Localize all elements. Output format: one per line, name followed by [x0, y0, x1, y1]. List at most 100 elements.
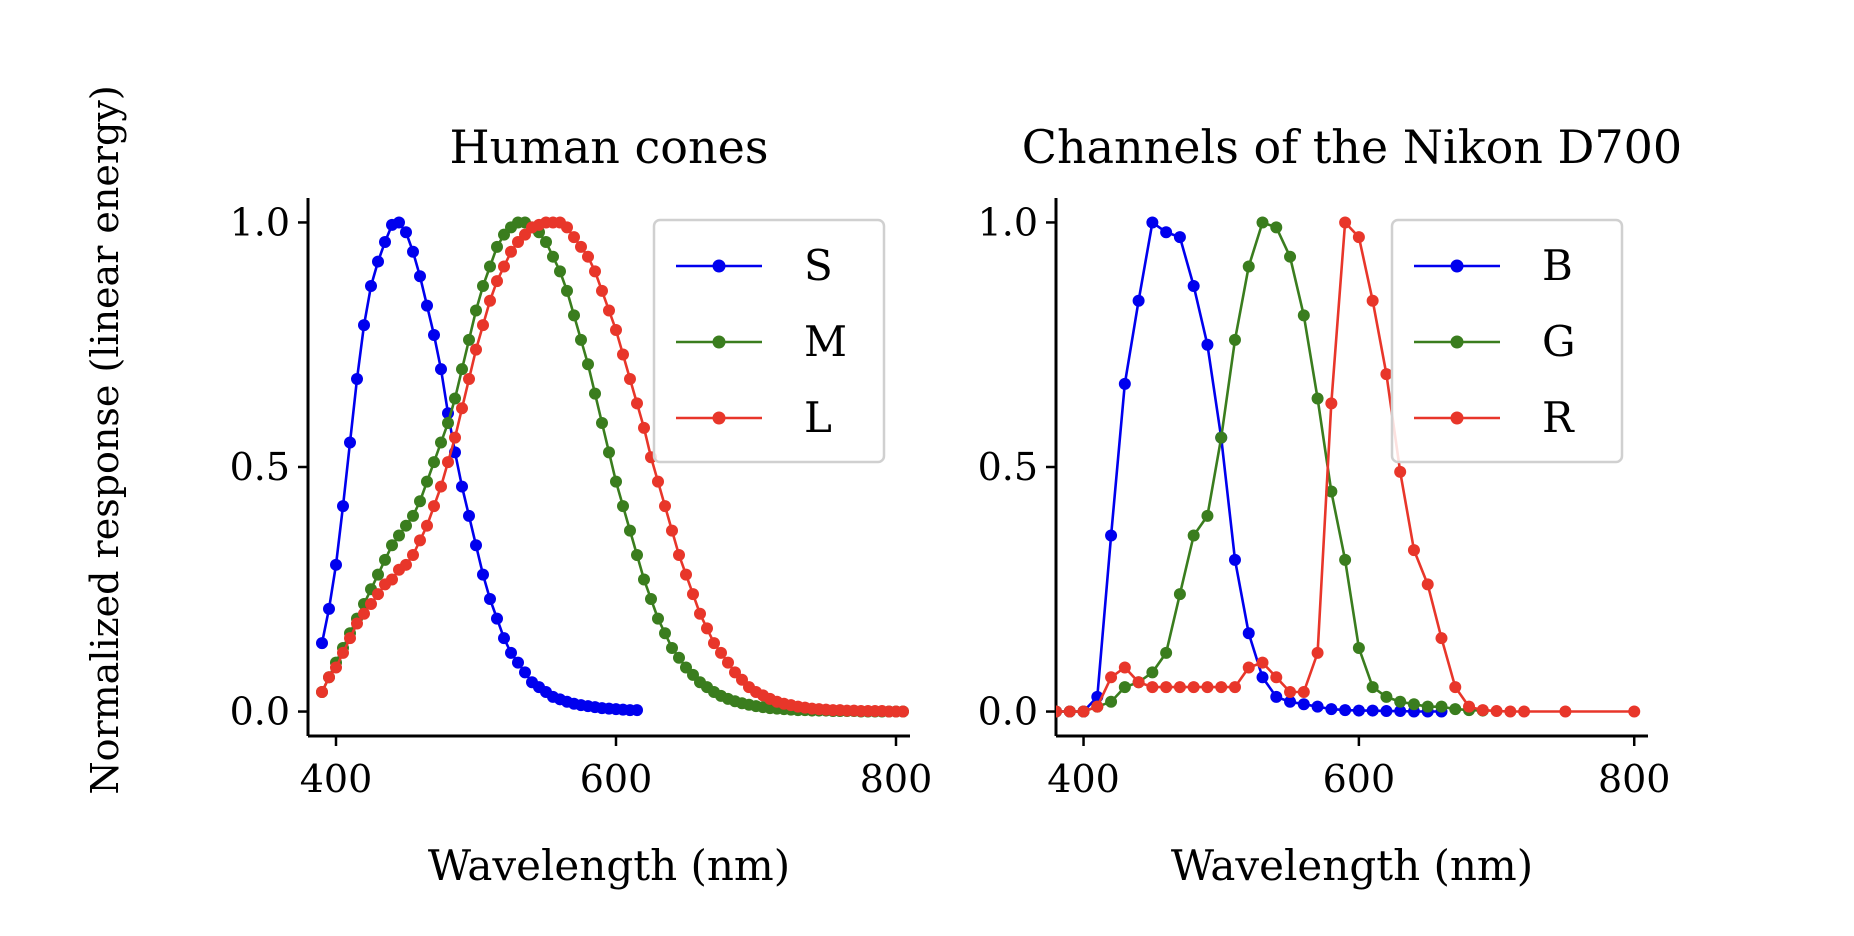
- legend: SML: [652, 218, 886, 464]
- data-point: [1228, 553, 1241, 566]
- data-point: [1242, 627, 1255, 640]
- data-point: [463, 372, 475, 385]
- data-point: [449, 431, 461, 444]
- data-point: [365, 597, 377, 610]
- x-tick-label: 400: [1047, 757, 1120, 801]
- data-point: [1105, 529, 1118, 542]
- chart-title: Human cones: [450, 120, 769, 174]
- x-tick-label: 800: [860, 757, 933, 801]
- data-point: [505, 646, 517, 659]
- data-point: [442, 416, 454, 429]
- data-point: [386, 573, 398, 586]
- data-point: [414, 495, 426, 508]
- data-point: [421, 299, 433, 312]
- data-point: [1311, 700, 1324, 713]
- data-point: [477, 319, 489, 332]
- data-point: [400, 226, 412, 239]
- data-point: [449, 392, 461, 405]
- data-point: [631, 397, 643, 410]
- data-point: [1256, 671, 1269, 684]
- data-point: [1297, 698, 1310, 711]
- series-b: [1056, 216, 1448, 718]
- data-point: [1118, 681, 1131, 694]
- legend-label: M: [804, 317, 847, 366]
- data-point: [610, 475, 622, 488]
- series-g: [1056, 216, 1489, 718]
- data-point: [498, 260, 510, 273]
- data-point: [407, 549, 419, 562]
- data-point: [1132, 676, 1145, 689]
- data-point: [1242, 260, 1255, 273]
- data-point: [1628, 705, 1641, 718]
- data-point: [1352, 704, 1365, 717]
- plot-area: [316, 216, 909, 718]
- data-point: [596, 416, 608, 429]
- data-point: [316, 685, 328, 698]
- data-point: [1118, 661, 1131, 674]
- data-point: [575, 240, 587, 253]
- data-point: [421, 475, 433, 488]
- data-point: [1118, 377, 1131, 390]
- data-point: [1297, 309, 1310, 322]
- data-point: [1421, 700, 1434, 713]
- data-point: [1173, 681, 1186, 694]
- data-point: [484, 294, 496, 307]
- data-point: [1366, 681, 1379, 694]
- data-point: [1215, 681, 1228, 694]
- data-point: [1284, 695, 1297, 708]
- data-point: [358, 319, 370, 332]
- data-point: [316, 637, 328, 650]
- data-point: [673, 549, 685, 562]
- data-point: [1490, 705, 1503, 718]
- data-point: [1559, 705, 1572, 718]
- data-point: [435, 480, 447, 493]
- x-tick-label: 600: [1323, 757, 1396, 801]
- data-point: [582, 250, 594, 263]
- data-point: [638, 421, 650, 434]
- chart-nikon-d700-channels: Channels of the Nikon D700 400 600 800 0.0 0.…: [978, 120, 1683, 890]
- data-point: [1201, 681, 1214, 694]
- data-point: [1228, 681, 1241, 694]
- data-point: [1187, 529, 1200, 542]
- data-point: [1463, 700, 1476, 713]
- data-point: [1407, 544, 1420, 557]
- data-point: [505, 245, 517, 258]
- data-point: [456, 480, 468, 493]
- data-point: [1256, 656, 1269, 669]
- legend-label: S: [804, 241, 833, 290]
- data-point: [1270, 690, 1283, 703]
- data-point: [1270, 221, 1283, 234]
- data-point: [1339, 704, 1352, 717]
- data-point: [428, 456, 440, 469]
- data-point: [463, 333, 475, 346]
- series-s: [316, 216, 643, 717]
- data-point: [708, 637, 720, 650]
- series-l: [316, 216, 909, 718]
- legend-label: L: [804, 393, 832, 442]
- data-point: [372, 588, 384, 601]
- series-r: [1056, 216, 1641, 718]
- y-tick-label: 1.0: [230, 200, 290, 244]
- data-point: [491, 612, 503, 625]
- data-point: [1449, 703, 1462, 716]
- data-point: [897, 705, 909, 718]
- data-point: [1311, 392, 1324, 405]
- data-point: [1339, 553, 1352, 566]
- data-point: [344, 632, 356, 645]
- data-point: [1201, 509, 1214, 522]
- data-point: [722, 656, 734, 669]
- data-point: [1160, 226, 1173, 239]
- data-point: [428, 500, 440, 513]
- data-point: [1325, 397, 1338, 410]
- legend-item: M: [676, 317, 847, 366]
- data-point: [1352, 231, 1365, 244]
- data-point: [1518, 705, 1531, 718]
- y-tick-label: 0.5: [230, 445, 290, 489]
- data-point: [1077, 705, 1090, 718]
- data-point: [414, 534, 426, 547]
- data-point: [1105, 671, 1118, 684]
- data-point: [561, 221, 573, 234]
- data-point: [351, 372, 363, 385]
- data-point: [659, 627, 671, 640]
- data-point: [407, 245, 419, 258]
